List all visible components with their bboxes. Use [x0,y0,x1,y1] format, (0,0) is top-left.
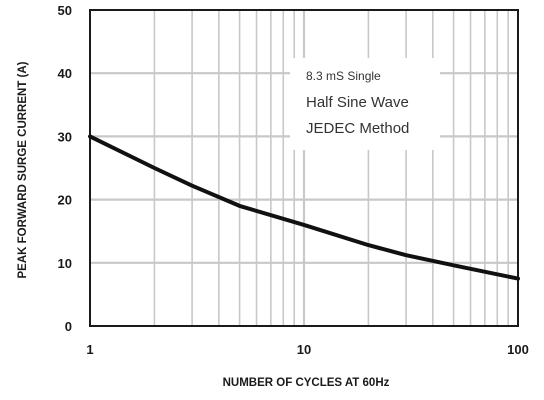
plot-frame [89,9,519,327]
y-axis-title: PEAK FORWARD SURGE CURRENT (A) [17,61,29,278]
annotation-box: 8.3 mS Single Half Sine Wave JEDEC Metho… [290,58,440,150]
annotation-line-2: Half Sine Wave [306,94,409,111]
x-tick-label: 1 [86,342,93,357]
y-tick-label: 30 [58,129,72,144]
annotation-background [290,58,440,150]
x-axis-title: NUMBER OF CYCLES AT 60Hz [223,377,390,389]
x-tick-label: 10 [297,342,311,357]
annotation-line-3: JEDEC Method [306,120,409,137]
tick-labels: 0 10 20 30 40 50 1 10 100 [58,3,529,357]
surge-current-curve [88,134,520,281]
annotation-line-1: 8.3 mS Single [306,69,381,83]
y-tick-label: 20 [58,193,72,208]
y-tick-label: 0 [65,319,72,334]
y-tick-label: 50 [58,3,72,18]
x-tick-label: 100 [507,342,529,357]
y-tick-label: 10 [58,256,72,271]
y-tick-label: 40 [58,66,72,81]
